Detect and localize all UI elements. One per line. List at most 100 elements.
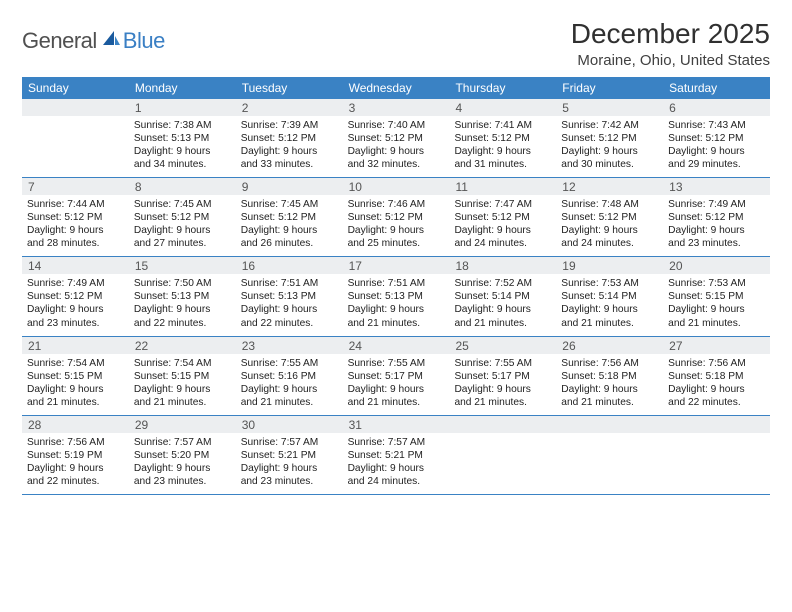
- week-row: 14Sunrise: 7:49 AMSunset: 5:12 PMDayligh…: [22, 257, 770, 336]
- day-detail: Sunrise: 7:47 AMSunset: 5:12 PMDaylight:…: [449, 195, 556, 256]
- day-cell: [663, 416, 770, 494]
- day-cell: 5Sunrise: 7:42 AMSunset: 5:12 PMDaylight…: [556, 99, 663, 177]
- day-detail-line: Sunrise: 7:46 AM: [348, 198, 445, 211]
- day-cell: 22Sunrise: 7:54 AMSunset: 5:15 PMDayligh…: [129, 337, 236, 415]
- day-number: 9: [236, 178, 343, 195]
- day-detail-line: Sunrise: 7:48 AM: [561, 198, 658, 211]
- day-detail-line: and 32 minutes.: [348, 158, 445, 171]
- day-cell: 31Sunrise: 7:57 AMSunset: 5:21 PMDayligh…: [343, 416, 450, 494]
- day-header: Tuesday: [236, 77, 343, 99]
- day-detail-line: Sunset: 5:15 PM: [668, 290, 765, 303]
- day-detail: Sunrise: 7:53 AMSunset: 5:15 PMDaylight:…: [663, 274, 770, 335]
- day-detail: Sunrise: 7:50 AMSunset: 5:13 PMDaylight:…: [129, 274, 236, 335]
- month-title: December 2025: [571, 18, 770, 50]
- day-cell: 13Sunrise: 7:49 AMSunset: 5:12 PMDayligh…: [663, 178, 770, 256]
- day-detail-line: Daylight: 9 hours: [454, 303, 551, 316]
- day-number: 11: [449, 178, 556, 195]
- day-detail-line: Sunset: 5:16 PM: [241, 370, 338, 383]
- day-cell: 24Sunrise: 7:55 AMSunset: 5:17 PMDayligh…: [343, 337, 450, 415]
- day-detail-line: and 22 minutes.: [27, 475, 124, 488]
- day-detail-line: and 29 minutes.: [668, 158, 765, 171]
- day-cell: 10Sunrise: 7:46 AMSunset: 5:12 PMDayligh…: [343, 178, 450, 256]
- day-detail: Sunrise: 7:55 AMSunset: 5:17 PMDaylight:…: [343, 354, 450, 415]
- day-cell: 19Sunrise: 7:53 AMSunset: 5:14 PMDayligh…: [556, 257, 663, 335]
- day-detail-line: Sunrise: 7:39 AM: [241, 119, 338, 132]
- day-detail-line: and 21 minutes.: [241, 396, 338, 409]
- day-number: [556, 416, 663, 433]
- day-detail-line: Sunrise: 7:45 AM: [134, 198, 231, 211]
- day-detail-line: Daylight: 9 hours: [454, 383, 551, 396]
- day-number: 20: [663, 257, 770, 274]
- day-cell: 3Sunrise: 7:40 AMSunset: 5:12 PMDaylight…: [343, 99, 450, 177]
- day-detail-line: Daylight: 9 hours: [27, 224, 124, 237]
- day-cell: 8Sunrise: 7:45 AMSunset: 5:12 PMDaylight…: [129, 178, 236, 256]
- day-number: 10: [343, 178, 450, 195]
- day-detail-line: Sunrise: 7:54 AM: [134, 357, 231, 370]
- day-cell: 23Sunrise: 7:55 AMSunset: 5:16 PMDayligh…: [236, 337, 343, 415]
- day-cell: 9Sunrise: 7:45 AMSunset: 5:12 PMDaylight…: [236, 178, 343, 256]
- day-detail-line: and 24 minutes.: [454, 237, 551, 250]
- day-detail-line: Daylight: 9 hours: [134, 224, 231, 237]
- day-detail-line: Daylight: 9 hours: [27, 303, 124, 316]
- day-detail-line: Daylight: 9 hours: [241, 383, 338, 396]
- page-header: General Blue December 2025 Moraine, Ohio…: [22, 18, 770, 69]
- day-number: 6: [663, 99, 770, 116]
- day-cell: 12Sunrise: 7:48 AMSunset: 5:12 PMDayligh…: [556, 178, 663, 256]
- day-detail-line: Sunrise: 7:44 AM: [27, 198, 124, 211]
- day-detail-line: Sunset: 5:17 PM: [454, 370, 551, 383]
- day-number: 19: [556, 257, 663, 274]
- logo: General Blue: [22, 18, 165, 54]
- day-detail-line: Daylight: 9 hours: [668, 224, 765, 237]
- day-number: 21: [22, 337, 129, 354]
- week-row: 28Sunrise: 7:56 AMSunset: 5:19 PMDayligh…: [22, 416, 770, 495]
- day-cell: 28Sunrise: 7:56 AMSunset: 5:19 PMDayligh…: [22, 416, 129, 494]
- day-detail-line: Sunset: 5:18 PM: [561, 370, 658, 383]
- day-number: 4: [449, 99, 556, 116]
- day-number: [663, 416, 770, 433]
- day-number: 26: [556, 337, 663, 354]
- day-header-row: SundayMondayTuesdayWednesdayThursdayFrid…: [22, 77, 770, 99]
- day-detail-line: Daylight: 9 hours: [561, 383, 658, 396]
- day-detail-line: Sunset: 5:12 PM: [241, 211, 338, 224]
- day-detail-line: Sunrise: 7:51 AM: [348, 277, 445, 290]
- day-cell: 1Sunrise: 7:38 AMSunset: 5:13 PMDaylight…: [129, 99, 236, 177]
- day-detail: Sunrise: 7:56 AMSunset: 5:18 PMDaylight:…: [663, 354, 770, 415]
- day-detail: Sunrise: 7:45 AMSunset: 5:12 PMDaylight:…: [236, 195, 343, 256]
- day-number: [22, 99, 129, 116]
- day-detail: Sunrise: 7:45 AMSunset: 5:12 PMDaylight:…: [129, 195, 236, 256]
- day-cell: 7Sunrise: 7:44 AMSunset: 5:12 PMDaylight…: [22, 178, 129, 256]
- day-detail-line: and 22 minutes.: [241, 317, 338, 330]
- day-detail-line: Sunset: 5:12 PM: [27, 211, 124, 224]
- day-detail-line: Daylight: 9 hours: [27, 383, 124, 396]
- day-detail-line: and 27 minutes.: [134, 237, 231, 250]
- day-detail-line: Daylight: 9 hours: [27, 462, 124, 475]
- day-detail-line: and 21 minutes.: [561, 396, 658, 409]
- day-detail: Sunrise: 7:51 AMSunset: 5:13 PMDaylight:…: [343, 274, 450, 335]
- day-detail-line: Sunset: 5:12 PM: [348, 211, 445, 224]
- calendar-grid: SundayMondayTuesdayWednesdayThursdayFrid…: [22, 77, 770, 495]
- day-detail: Sunrise: 7:46 AMSunset: 5:12 PMDaylight:…: [343, 195, 450, 256]
- day-cell: [449, 416, 556, 494]
- day-detail-line: Sunset: 5:12 PM: [134, 211, 231, 224]
- day-detail-line: Sunset: 5:12 PM: [668, 211, 765, 224]
- day-header: Monday: [129, 77, 236, 99]
- day-detail-line: Daylight: 9 hours: [134, 145, 231, 158]
- day-detail-line: and 21 minutes.: [454, 317, 551, 330]
- day-detail-line: Sunset: 5:12 PM: [27, 290, 124, 303]
- day-detail: Sunrise: 7:52 AMSunset: 5:14 PMDaylight:…: [449, 274, 556, 335]
- day-detail-line: Sunrise: 7:42 AM: [561, 119, 658, 132]
- day-number: 3: [343, 99, 450, 116]
- day-detail-line: Daylight: 9 hours: [348, 462, 445, 475]
- day-detail: Sunrise: 7:57 AMSunset: 5:21 PMDaylight:…: [343, 433, 450, 494]
- day-detail: Sunrise: 7:49 AMSunset: 5:12 PMDaylight:…: [663, 195, 770, 256]
- day-detail-line: Daylight: 9 hours: [561, 145, 658, 158]
- day-detail-line: and 21 minutes.: [454, 396, 551, 409]
- day-detail-line: Sunrise: 7:41 AM: [454, 119, 551, 132]
- day-number: 8: [129, 178, 236, 195]
- day-cell: 29Sunrise: 7:57 AMSunset: 5:20 PMDayligh…: [129, 416, 236, 494]
- day-detail-line: and 28 minutes.: [27, 237, 124, 250]
- day-number: 13: [663, 178, 770, 195]
- day-header: Saturday: [663, 77, 770, 99]
- day-detail-line: Daylight: 9 hours: [241, 145, 338, 158]
- day-detail-line: and 21 minutes.: [561, 317, 658, 330]
